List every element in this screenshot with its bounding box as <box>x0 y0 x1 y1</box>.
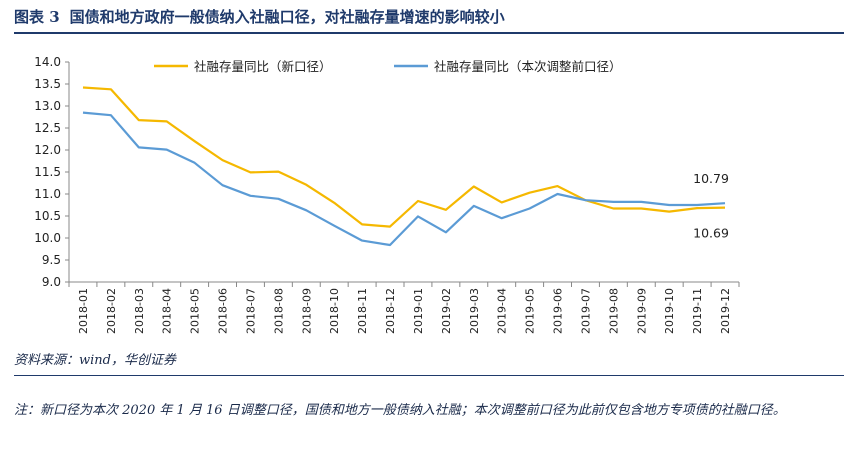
x-tick-label: 2019-05 <box>524 288 537 334</box>
x-tick-label: 2018-12 <box>384 288 397 334</box>
legend-label-2: 社融存量同比（本次调整前口径） <box>434 59 622 74</box>
data-label: 10.69 <box>693 226 729 241</box>
chart-annotations: 10.79 10.69 <box>693 171 729 240</box>
x-tick-label: 2018-11 <box>356 288 369 334</box>
y-tick-label: 9.5 <box>42 253 61 267</box>
x-tick-label: 2019-04 <box>496 288 509 334</box>
y-tick-label: 13.5 <box>34 77 61 91</box>
y-axis: 14.0 13.5 13.0 12.5 12.0 11.5 11.0 10.5 10.0 9.5 9… <box>34 55 70 289</box>
series-line-1 <box>82 86 726 228</box>
x-tick-label: 2019-08 <box>607 288 620 334</box>
y-tick-label: 11.0 <box>34 187 61 201</box>
x-axis: 2018-01 2018-02 2018-03 2018-04 2018-05 2018-… <box>68 281 740 334</box>
y-tick-label: 10.5 <box>34 209 61 223</box>
x-tick-label: 2018-02 <box>105 288 118 334</box>
y-tick-label: 12.5 <box>34 121 61 135</box>
chart-series <box>82 86 726 247</box>
x-tick-label: 2018-03 <box>133 288 146 334</box>
x-tick-label: 2018-07 <box>244 288 257 334</box>
footnote: 注：新口径为本次 2020 年 1 月 16 日调整口径，国债和地方一般债纳入社… <box>14 403 786 418</box>
x-tick-label: 2019-06 <box>552 288 565 334</box>
figure-title: 图表 3 国债和地方政府一般债纳入社融口径，对社融存量增速的影响较小 <box>14 4 844 34</box>
source-note: 资料来源：wind，华创证券 <box>14 350 844 376</box>
x-tick-label: 2018-05 <box>189 288 202 334</box>
x-tick-label: 2018-08 <box>272 288 285 334</box>
legend-label-1: 社融存量同比（新口径） <box>194 59 332 74</box>
x-tick-label: 2019-07 <box>579 288 592 334</box>
x-tick-label: 2019-12 <box>719 288 732 334</box>
x-tick-label: 2018-04 <box>161 288 174 334</box>
x-tick-label: 2019-02 <box>440 288 453 334</box>
x-tick-label: 2018-10 <box>328 288 341 334</box>
y-tick-label: 13.0 <box>34 99 61 113</box>
y-tick-label: 14.0 <box>34 55 61 69</box>
line-chart: 社融存量同比（新口径） 社融存量同比（本次调整前口径） 14.013.513.01… <box>34 55 740 334</box>
x-tick-label: 2019-09 <box>635 288 648 334</box>
series-line-2 <box>82 111 726 247</box>
figure-number: 图表 3 <box>14 8 60 26</box>
x-tick-label: 2019-11 <box>691 288 704 334</box>
y-tick-label: 10.0 <box>34 231 61 245</box>
chart-legend: 社融存量同比（新口径） 社融存量同比（本次调整前口径） <box>154 59 622 74</box>
figure-title-text: 国债和地方政府一般债纳入社融口径，对社融存量增速的影响较小 <box>69 8 505 26</box>
y-tick-label: 9.0 <box>42 275 61 289</box>
x-tick-label: 2019-01 <box>412 288 425 334</box>
x-tick-label: 2019-03 <box>468 288 481 334</box>
x-tick-label: 2019-10 <box>663 288 676 334</box>
y-tick-label: 11.5 <box>34 165 61 179</box>
data-label: 10.79 <box>693 171 729 186</box>
x-tick-label: 2018-06 <box>217 288 230 334</box>
x-tick-label: 2018-09 <box>300 288 313 334</box>
y-tick-label: 12.0 <box>34 143 61 157</box>
x-tick-label: 2018-01 <box>77 288 90 334</box>
